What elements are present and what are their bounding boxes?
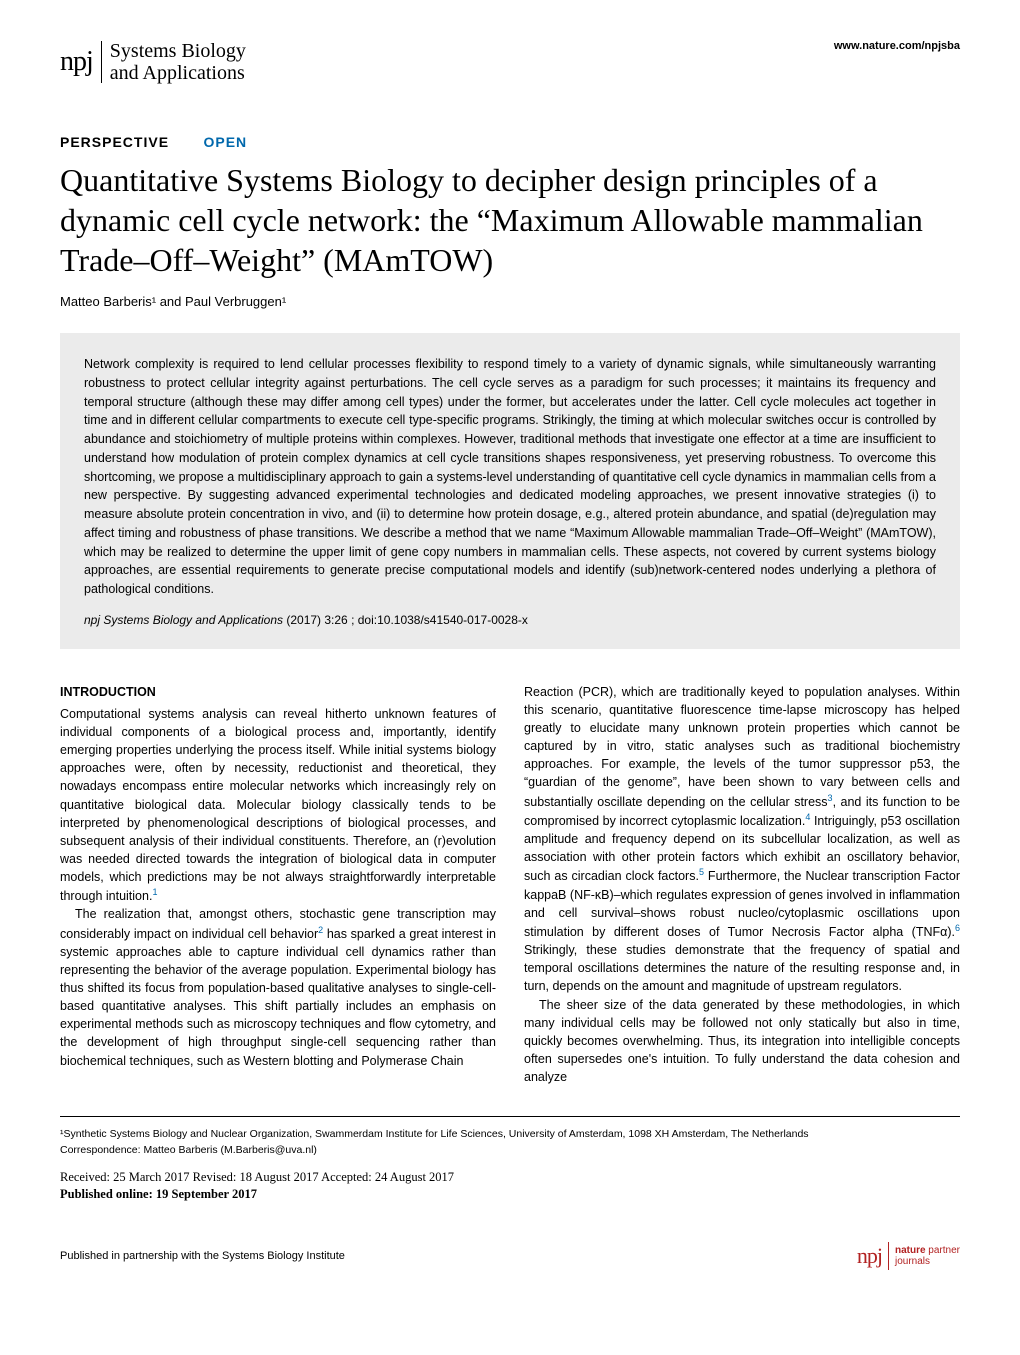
citation-doi: ; doi:10.1038/s41540-017-0028-x: [351, 613, 528, 627]
partner-text-block: nature partner journals: [895, 1245, 960, 1267]
website-url[interactable]: www.nature.com/npjsba: [834, 40, 960, 52]
correspondence-text: Correspondence: Matteo Barberis (M.Barbe…: [60, 1144, 960, 1156]
logo-npj-text: npj: [60, 46, 93, 78]
citation-line: npj Systems Biology and Applications (20…: [84, 613, 936, 627]
article-type-row: PERSPECTIVE OPEN: [60, 134, 960, 152]
partnership-text: Published in partnership with the System…: [60, 1250, 345, 1262]
published-online: Published online: 19 September 2017: [60, 1187, 960, 1202]
page-header: npj Systems Biology and Applications www…: [60, 40, 960, 84]
partner-divider: [888, 1242, 889, 1270]
author-list: Matteo Barberis¹ and Paul Verbruggen¹: [60, 294, 960, 309]
footer-separator: [60, 1116, 960, 1117]
paragraph: The sheer size of the data generated by …: [524, 996, 960, 1087]
citation-year: (2017): [286, 613, 321, 627]
logo-line2: and Applications: [110, 62, 246, 84]
logo-journal-name: Systems Biology and Applications: [110, 40, 246, 84]
open-access-badge: OPEN: [203, 134, 247, 150]
paragraph: The realization that, amongst others, st…: [60, 905, 496, 1069]
partner-logo: npj nature partner journals: [857, 1242, 960, 1270]
abstract-text: Network complexity is required to lend c…: [84, 355, 936, 599]
abstract-container: Network complexity is required to lend c…: [60, 333, 960, 649]
partner-line2: journals: [895, 1256, 960, 1267]
ref-link[interactable]: 6: [955, 923, 960, 933]
article-title: Quantitative Systems Biology to decipher…: [60, 160, 960, 280]
citation-volume: 3:26: [324, 613, 347, 627]
article-type-label: PERSPECTIVE: [60, 134, 169, 150]
column-right: Reaction (PCR), which are traditionally …: [524, 683, 960, 1086]
logo-line1: Systems Biology: [110, 40, 246, 62]
paragraph: Reaction (PCR), which are traditionally …: [524, 683, 960, 996]
article-dates: Received: 25 March 2017 Revised: 18 Augu…: [60, 1170, 960, 1185]
page-footer: Published in partnership with the System…: [60, 1242, 960, 1270]
partner-line1: nature partner: [895, 1245, 960, 1256]
ref-link[interactable]: 1: [152, 887, 157, 897]
citation-journal: npj Systems Biology and Applications: [84, 613, 283, 627]
section-heading: INTRODUCTION: [60, 683, 496, 701]
logo-divider: [101, 41, 102, 83]
partner-npj-text: npj: [857, 1243, 882, 1269]
journal-logo: npj Systems Biology and Applications: [60, 40, 246, 84]
body-columns: INTRODUCTION Computational systems analy…: [60, 683, 960, 1086]
column-left: INTRODUCTION Computational systems analy…: [60, 683, 496, 1086]
affiliation-text: ¹Synthetic Systems Biology and Nuclear O…: [60, 1127, 960, 1142]
paragraph: Computational systems analysis can revea…: [60, 705, 496, 906]
